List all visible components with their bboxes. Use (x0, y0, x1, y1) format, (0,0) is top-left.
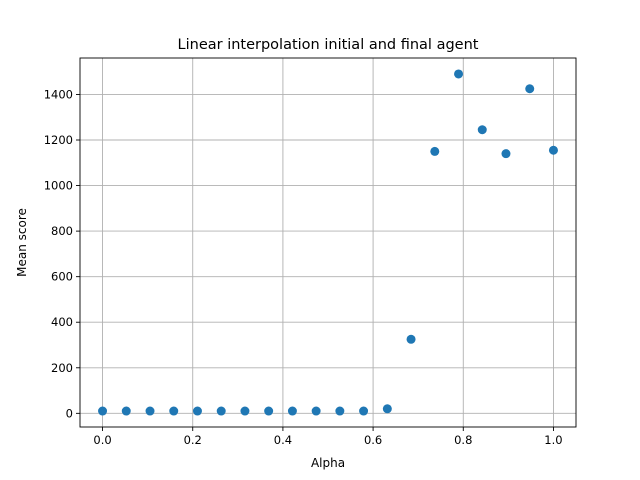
y-tick-label: 200 (51, 361, 73, 375)
x-tick-label: 0.8 (454, 433, 472, 447)
x-axis-label: Alpha (311, 456, 345, 470)
plot-frame (79, 57, 577, 428)
data-point (430, 146, 440, 156)
data-point (98, 406, 108, 416)
y-axis-label: Mean score (15, 208, 29, 277)
data-point (359, 406, 369, 416)
data-point (548, 145, 558, 155)
data-point (406, 334, 416, 344)
chart-title: Linear interpolation initial and final a… (178, 37, 479, 53)
data-point (477, 125, 487, 135)
grid (80, 58, 576, 427)
data-points (98, 69, 558, 416)
x-tick-label: 0.6 (364, 433, 382, 447)
data-point (287, 406, 297, 416)
data-point (335, 406, 345, 416)
x-tick-label: 0.2 (184, 433, 202, 447)
x-tick-label: 0.0 (93, 433, 111, 447)
y-tick-label: 600 (51, 270, 73, 284)
y-tick-label: 1000 (44, 179, 73, 193)
data-point (311, 406, 321, 416)
y-tick-label: 0 (66, 406, 73, 420)
x-tick-label: 1.0 (544, 433, 562, 447)
data-point (382, 404, 392, 414)
y-tick-label: 400 (51, 315, 73, 329)
data-point (145, 406, 155, 416)
y-tick-label: 1200 (44, 133, 73, 147)
data-point (525, 84, 535, 94)
data-point (169, 406, 179, 416)
axis-ticks: 0.0 0.2 0.4 0.6 0.8 1.0 0 200 400 600 800 1000 1200 1… (44, 87, 563, 447)
data-point (501, 149, 511, 159)
data-point (192, 406, 202, 416)
data-point (216, 406, 226, 416)
data-point (240, 406, 250, 416)
data-point (264, 406, 274, 416)
x-tick-label: 0.4 (274, 433, 292, 447)
data-point (454, 69, 464, 79)
data-point (121, 406, 131, 416)
y-tick-label: 800 (51, 224, 73, 238)
y-tick-label: 1400 (44, 87, 73, 101)
